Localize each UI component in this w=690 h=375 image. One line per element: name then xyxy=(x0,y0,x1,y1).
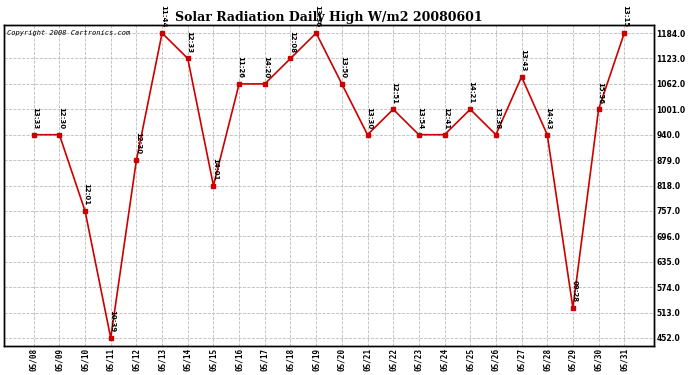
Text: 13:38: 13:38 xyxy=(494,107,500,129)
Text: 12:08: 12:08 xyxy=(289,31,295,53)
Text: 14:20: 14:20 xyxy=(263,56,269,78)
Text: 11:26: 11:26 xyxy=(237,56,244,78)
Text: 12:30: 12:30 xyxy=(135,132,141,154)
Text: 15:36: 15:36 xyxy=(597,82,603,104)
Text: 14:21: 14:21 xyxy=(469,81,475,104)
Text: 13:33: 13:33 xyxy=(32,107,38,129)
Text: 12:30: 12:30 xyxy=(58,107,63,129)
Text: 12:51: 12:51 xyxy=(391,82,397,104)
Text: 10:39: 10:39 xyxy=(109,310,115,332)
Text: 12:41: 12:41 xyxy=(443,107,449,129)
Text: 14:43: 14:43 xyxy=(546,106,551,129)
Text: 13:54: 13:54 xyxy=(417,107,423,129)
Text: 14:01: 14:01 xyxy=(212,158,218,180)
Text: 12:01: 12:01 xyxy=(83,183,90,206)
Text: 13:30: 13:30 xyxy=(366,107,372,129)
Text: 13:36: 13:36 xyxy=(315,5,321,27)
Text: 13:43: 13:43 xyxy=(520,49,526,71)
Text: 09:28: 09:28 xyxy=(571,280,578,303)
Text: 13:50: 13:50 xyxy=(340,56,346,78)
Title: Solar Radiation Daily High W/m2 20080601: Solar Radiation Daily High W/m2 20080601 xyxy=(175,10,483,24)
Text: 12:33: 12:33 xyxy=(186,31,192,53)
Text: 11:44: 11:44 xyxy=(161,5,166,27)
Text: Copyright 2008 Cartronics.com: Copyright 2008 Cartronics.com xyxy=(8,30,130,36)
Text: 13:15: 13:15 xyxy=(622,5,629,27)
